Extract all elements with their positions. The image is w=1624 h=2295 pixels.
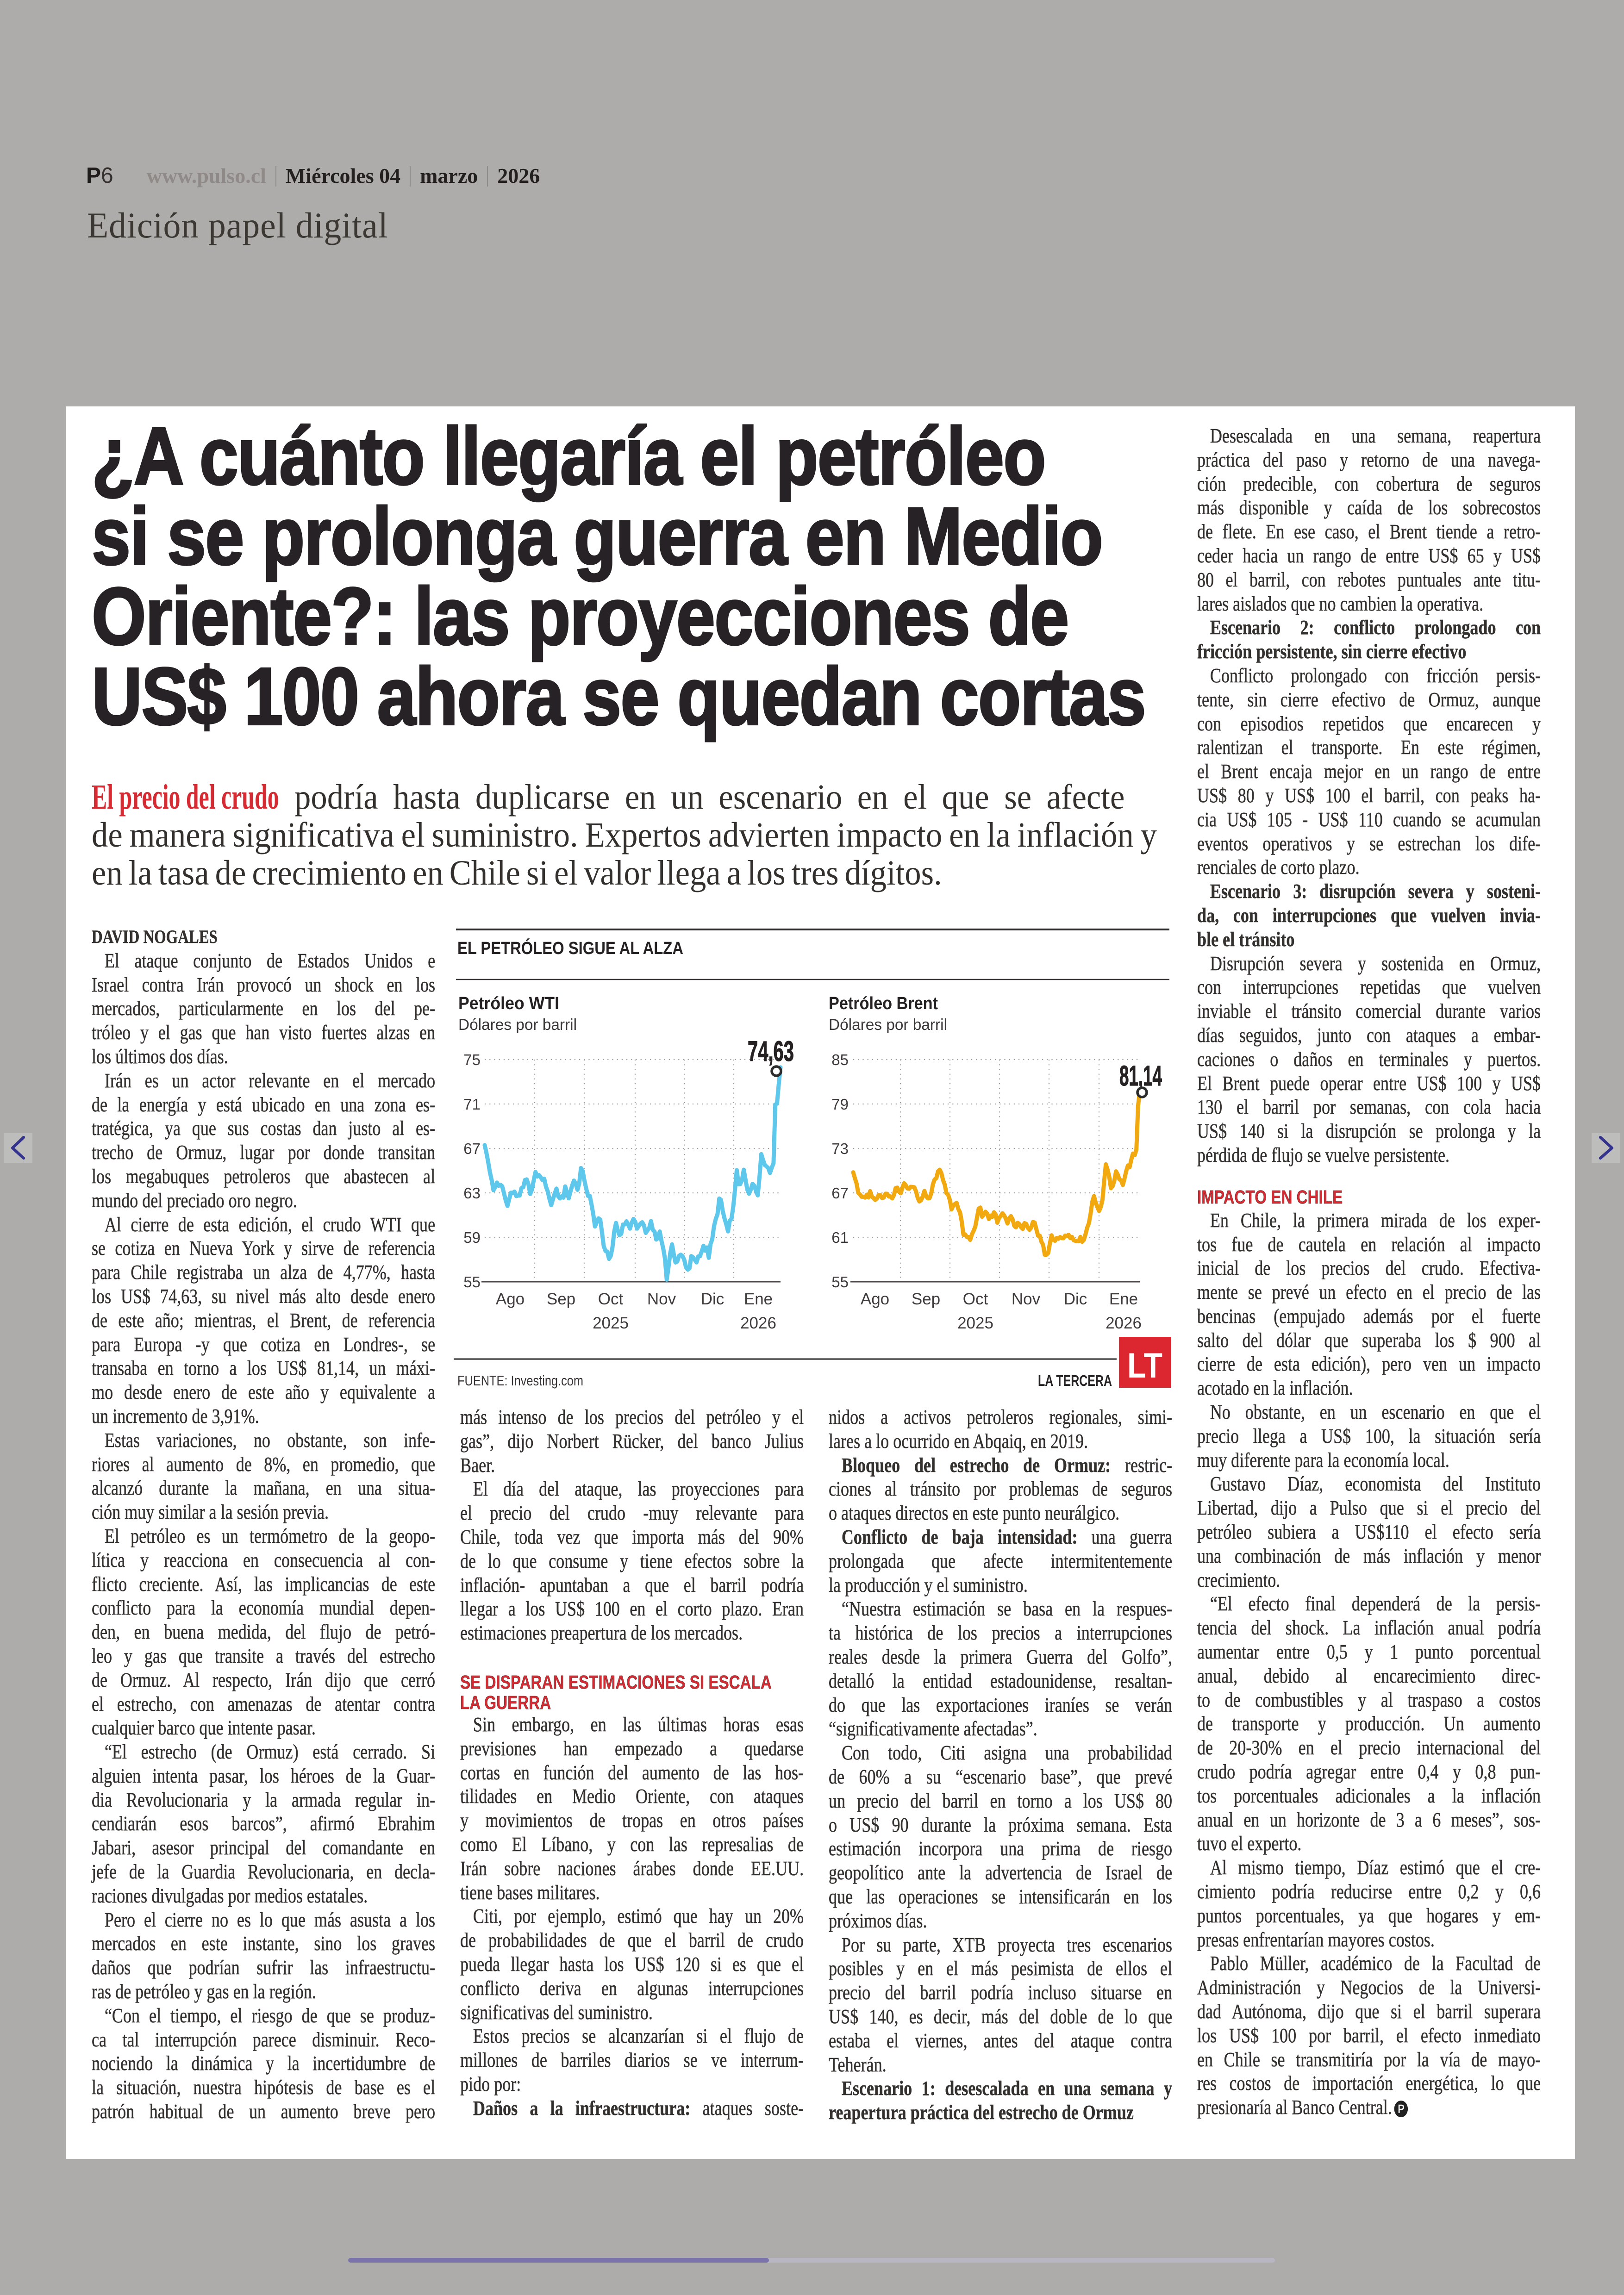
svg-text:LA TERCERA: LA TERCERA (1038, 1372, 1112, 1389)
svg-text:Dic: Dic (1064, 1290, 1087, 1308)
svg-text:LT: LT (1127, 1346, 1162, 1385)
svg-text:2026: 2026 (1106, 1314, 1142, 1332)
svg-text:79: 79 (831, 1096, 849, 1113)
svg-text:81,14: 81,14 (1119, 1060, 1162, 1091)
svg-text:Ene: Ene (1109, 1290, 1138, 1308)
svg-text:2025: 2025 (593, 1314, 629, 1332)
svg-text:Oct: Oct (598, 1290, 624, 1308)
svg-text:Ene: Ene (744, 1290, 773, 1308)
svg-text:EL PETRÓLEO SIGUE AL ALZA: EL PETRÓLEO SIGUE AL ALZA (457, 938, 683, 958)
svg-text:Oct: Oct (963, 1290, 988, 1308)
svg-text:FUENTE: Investing.com: FUENTE: Investing.com (457, 1372, 583, 1389)
svg-text:63: 63 (463, 1185, 481, 1202)
svg-text:59: 59 (463, 1229, 481, 1246)
svg-text:Ago: Ago (496, 1290, 525, 1308)
svg-text:55: 55 (831, 1273, 849, 1291)
svg-text:Petróleo Brent: Petróleo Brent (829, 994, 938, 1013)
svg-text:Dic: Dic (701, 1290, 725, 1308)
svg-text:2025: 2025 (957, 1314, 993, 1332)
svg-text:Sep: Sep (547, 1290, 575, 1308)
svg-text:55: 55 (463, 1273, 481, 1291)
svg-text:85: 85 (831, 1051, 849, 1068)
svg-text:67: 67 (463, 1140, 481, 1157)
svg-text:61: 61 (831, 1229, 849, 1246)
svg-text:Nov: Nov (647, 1290, 676, 1308)
svg-text:Petróleo WTI: Petróleo WTI (458, 994, 559, 1013)
svg-text:Sep: Sep (912, 1290, 940, 1308)
svg-text:74,63: 74,63 (748, 1035, 794, 1067)
svg-text:71: 71 (463, 1096, 481, 1113)
svg-text:Dólares por barril: Dólares por barril (829, 1016, 947, 1034)
svg-text:Dólares por barril: Dólares por barril (458, 1016, 577, 1034)
svg-text:75: 75 (463, 1051, 481, 1068)
svg-text:73: 73 (831, 1140, 849, 1157)
svg-text:67: 67 (831, 1185, 849, 1202)
svg-text:Ago: Ago (861, 1290, 889, 1308)
svg-text:2026: 2026 (740, 1314, 776, 1332)
svg-text:Nov: Nov (1012, 1290, 1041, 1308)
